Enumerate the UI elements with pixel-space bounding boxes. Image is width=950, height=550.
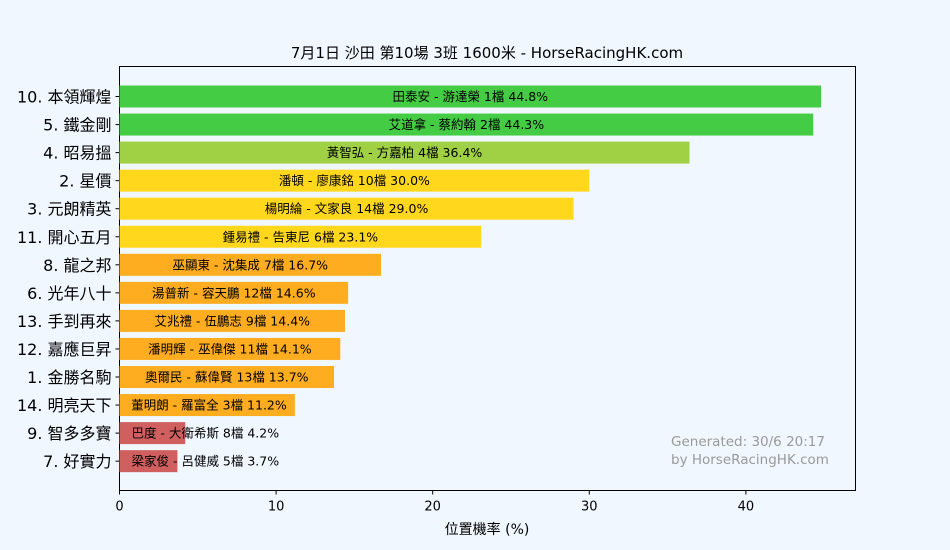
y-category-label: 6. 光年八十 [27,284,111,303]
x-tick-label: 0 [115,500,123,515]
y-category-label: 2. 星價 [59,172,111,191]
bar [119,394,295,417]
bar-label: 鍾易禮 - 告東尼 6檔 23.1% [223,229,379,244]
y-category-label: 3. 元朗精英 [27,200,111,219]
x-axis-label: 位置機率 (%) [445,521,530,538]
y-category-label: 4. 昭易搵 [43,144,111,163]
y-category-label: 8. 龍之邦 [43,256,111,275]
bar [119,197,574,220]
bar-label: 潘明輝 - 巫偉傑 11檔 14.1% [148,341,312,356]
bar-label: 董明朗 - 羅富全 3檔 11.2% [131,398,287,413]
bar-label: 楊明綸 - 文家良 14檔 29.0% [265,201,429,216]
chart-title: 7月1日 沙田 第10場 3班 1600米 - HorseRacingHK.co… [291,44,683,62]
x-tick-label: 10 [268,500,285,515]
y-category-label: 1. 金勝名駒 [27,368,111,387]
y-category-label: 11. 開心五月 [17,228,112,247]
bar [119,281,349,304]
y-category-label: 14. 明亮天下 [17,396,112,415]
bar [119,141,690,164]
y-category-label: 5. 鐵金剛 [43,116,111,135]
bar [119,309,345,332]
bar-label: 湯普新 - 容天鵬 12檔 14.6% [152,285,316,300]
bar [119,450,178,473]
watermark-line-1: Generated: 30/6 20:17 [671,434,825,450]
bar [119,337,341,360]
watermark-line-2: by HorseRacingHK.com [671,452,829,468]
bar-label: 艾道拿 - 蔡約翰 2檔 44.3% [389,117,545,132]
bar-label: 巴度 - 大衛希斯 8檔 4.2% [132,426,280,441]
bar-label: 潘頓 - 廖康銘 10檔 30.0% [279,173,430,188]
y-category-label: 9. 智多多寶 [27,424,111,443]
y-category-label: 12. 嘉應巨昇 [17,340,112,359]
y-category-label: 13. 手到再來 [17,312,112,331]
bar [119,422,186,445]
x-tick-label: 20 [424,500,441,515]
plot-area [119,66,856,491]
bar [119,85,822,108]
x-tick-label: 30 [581,500,598,515]
bar [119,253,382,276]
bar-label: 奧爾民 - 蘇偉賢 13檔 13.7% [145,370,309,385]
bar [119,113,814,136]
bar-label: 黃智弘 - 方嘉柏 4檔 36.4% [327,145,483,160]
bar-label: 巫顯東 - 沈集成 7檔 16.7% [172,257,328,272]
bar [119,366,335,388]
bar [119,225,482,248]
bar [119,169,590,192]
bar-label: 梁家俊 - 呂健威 5檔 3.7% [132,454,280,469]
y-category-label: 7. 好實力 [43,452,111,471]
bar-label: 艾兆禮 - 伍鵬志 9檔 14.4% [154,313,310,328]
bar-label: 田泰安 - 游達榮 1檔 44.8% [392,89,548,104]
x-tick-label: 40 [738,500,755,515]
y-category-label: 10. 本領輝煌 [17,88,112,107]
